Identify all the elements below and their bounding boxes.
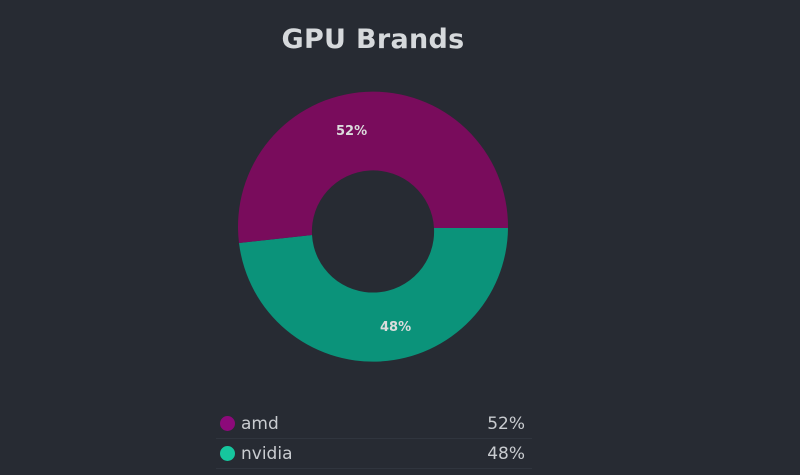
- legend-dot-nvidia-icon: [220, 446, 235, 461]
- slice-label-amd: 52%: [336, 124, 367, 139]
- legend-dot-amd-icon: [220, 416, 235, 431]
- legend-item-amd[interactable]: amd 52%: [216, 409, 532, 439]
- slice-label-nvidia: 48%: [380, 320, 411, 335]
- legend-value: 48%: [487, 443, 525, 464]
- legend-item-nvidia[interactable]: nvidia 48%: [216, 439, 532, 469]
- legend: amd 52% nvidia 48%: [216, 409, 532, 469]
- legend-label: amd: [241, 413, 279, 434]
- legend-value: 52%: [487, 413, 525, 434]
- legend-label: nvidia: [241, 443, 293, 464]
- slice-nvidia[interactable]: [239, 228, 508, 362]
- chart-title: GPU Brands: [281, 24, 465, 55]
- slice-amd[interactable]: [238, 91, 509, 243]
